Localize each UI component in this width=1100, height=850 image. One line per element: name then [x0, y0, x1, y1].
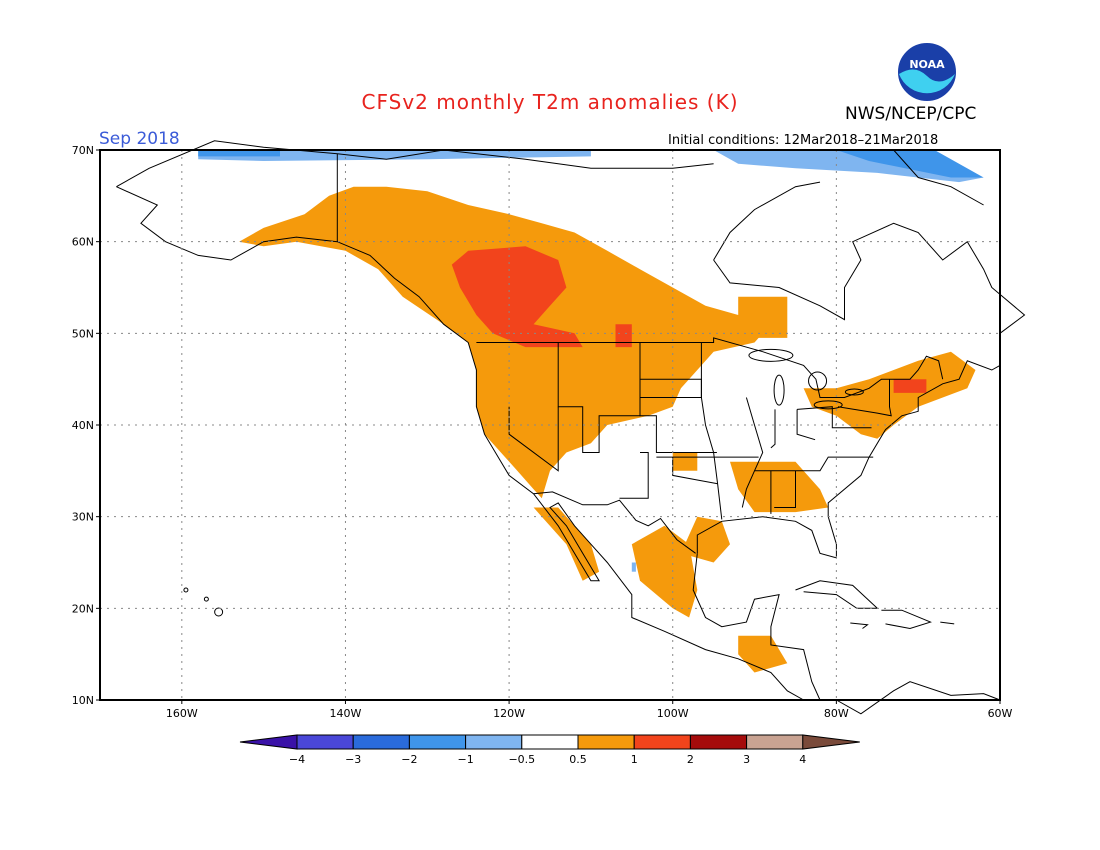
lon-label: 140W [330, 707, 362, 720]
lake-ontario [844, 388, 864, 396]
state-lines-west [557, 342, 641, 453]
initial-conditions: Initial conditions: 12Mar2018–21Mar2018 [668, 133, 939, 148]
warm-anomaly-central-america [738, 635, 788, 673]
lat-label: 40N [72, 419, 94, 432]
hot-anomaly-plains [615, 324, 632, 348]
warm-anomaly-ontario [738, 296, 788, 338]
hot-anomaly-newengland [893, 379, 927, 393]
legend-label: −4 [289, 753, 305, 766]
us-mexico-border [533, 491, 696, 554]
state-lines-in [770, 409, 776, 449]
kauai-island [183, 587, 189, 593]
legend-swatch [352, 734, 410, 750]
lat-label: 20N [72, 602, 94, 615]
legend-swatch [746, 734, 804, 750]
legend-swatch [689, 734, 748, 750]
state-lines-plains [639, 378, 717, 453]
lat-label: 50N [72, 327, 94, 340]
legend-swatch [521, 734, 579, 750]
warm-anomaly-baja [533, 507, 600, 581]
lake-erie [813, 400, 843, 410]
hawaii-island [214, 607, 224, 617]
lake-huron [808, 371, 828, 391]
lon-label: 160W [166, 707, 198, 720]
lon-label: 80W [824, 707, 849, 720]
state-lines-oh [796, 409, 816, 441]
gulf-coastline [692, 553, 821, 701]
state-lines-mississippi [741, 397, 764, 508]
state-lines-nm [619, 452, 649, 499]
valid-month: Sep 2018 [99, 129, 180, 149]
cool-anomaly-greenland [836, 150, 984, 178]
hudson-labrador-coastline [713, 222, 1026, 334]
longitude-labels: 160W 140W 120W 100W 80W 60W [166, 700, 1013, 720]
legend-triangle-high [802, 734, 860, 750]
legend-label: 2 [687, 753, 694, 766]
legend-swatch [633, 734, 691, 750]
lat-label: 10N [72, 694, 94, 707]
cool-anomaly-arctic-west [198, 150, 591, 161]
logo-text: NOAA [909, 58, 945, 71]
lat-label: 30N [72, 511, 94, 524]
lake-michigan [773, 374, 785, 406]
legend-swatch [296, 734, 354, 750]
legend-label: −1 [457, 753, 473, 766]
lon-label: 60W [988, 707, 1013, 720]
south-america-coastline [836, 681, 1001, 715]
legend-label: 3 [743, 753, 750, 766]
oahu-island [203, 596, 209, 602]
color-legend: −4 −3 −2 −1 −0.5 0.5 1 2 3 4 [239, 734, 860, 766]
hot-anomaly-bc [451, 246, 583, 348]
legend-swatch [577, 734, 635, 750]
lat-label: 60N [72, 236, 94, 249]
legend-label: 4 [799, 753, 806, 766]
cool-anomaly-alaska-north [198, 150, 280, 157]
jamaica-outline [850, 622, 869, 629]
warm-anomaly-oklahoma [672, 452, 698, 471]
pacific-coastline [116, 186, 804, 701]
legend-triangle-low [239, 734, 298, 750]
map-title: CFSv2 monthly T2m anomalies (K) [361, 90, 739, 114]
warm-anomaly-southeast [730, 461, 829, 513]
hispaniola-outline [881, 609, 932, 630]
atlantic-coastline [696, 360, 1001, 559]
state-lines-oh-pa [797, 406, 872, 429]
state-lines-tn-nc [754, 456, 874, 472]
state-lines-ny [837, 379, 892, 417]
legend-swatch [465, 734, 523, 750]
graticule [100, 150, 1000, 700]
legend-label: −0.5 [508, 753, 535, 766]
lake-superior [748, 348, 794, 362]
us-canada-border [476, 337, 944, 398]
agency-label: NWS/NCEP/CPC [845, 104, 977, 124]
lat-label: 70N [72, 144, 94, 157]
lon-label: 120W [493, 707, 525, 720]
warm-anomaly-mexico [631, 525, 698, 618]
legend-label: −3 [345, 753, 361, 766]
lon-label: 100W [657, 707, 689, 720]
cool-anomaly-mexico [631, 562, 636, 572]
legend-label: −2 [401, 753, 417, 766]
puerto-rico-outline [940, 621, 955, 625]
legend-label: 0.5 [569, 753, 587, 766]
noaa-logo-icon: NOAA [896, 41, 958, 103]
legend-label: 1 [631, 753, 638, 766]
baffin-coastline [893, 149, 984, 206]
latitude-labels: 70N 60N 50N 40N 30N 20N 10N [72, 144, 100, 707]
legend-swatch [408, 734, 467, 750]
state-lines-ga [774, 470, 796, 508]
state-lines-nv [508, 406, 559, 472]
